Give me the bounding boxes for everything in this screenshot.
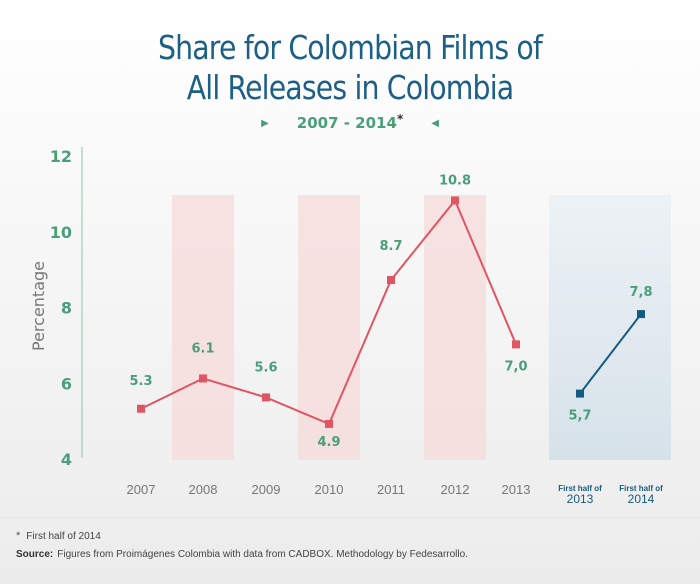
subtitle-years: 2007 - 2014 [296,114,397,132]
title-line-1: Share for Colombian Films of [157,28,543,67]
x-tick-label-2010: 2010 [315,482,344,497]
background-band-2008 [172,195,234,460]
background-band-2012 [424,195,486,460]
data-label-2007: 5.3 [129,374,152,389]
x-tick-label-2007: 2007 [127,482,156,497]
source-note: Source: Figures from Proimágenes Colombia… [16,549,468,560]
data-label-first-half-2014: 7,8 [629,285,652,300]
title-line-2: All Releases in Colombia [186,68,514,107]
y-tick-label-10: 10 [50,223,72,242]
y-tick-label-6: 6 [61,374,72,393]
x-tick-label-2008: 2008 [189,482,218,497]
point-marker-2007 [137,404,145,413]
data-label-2013: 7,0 [504,359,527,374]
data-label-2009: 5.6 [254,360,277,375]
footnote: * First half of 2014 [16,530,101,542]
point-marker-2012 [451,196,459,205]
x-tick-label-first-half-2013: 2013 [567,492,594,506]
source-text: Figures from Proimágenes Colombia with d… [57,549,468,560]
x-tick-label-2012: 2012 [441,482,470,497]
x-tick-prefix-first-half-2014: First half of [619,484,663,493]
point-marker-2011 [387,275,395,284]
y-tick-label-4: 4 [61,450,72,469]
point-marker-first-half-2013 [576,389,584,398]
footnote-text: First half of 2014 [26,531,101,542]
triangle-left-icon: ◀ [431,118,439,129]
chart-title: Share for Colombian Films of All Release… [49,28,651,108]
x-tick-label-first-half-2014: 2014 [628,492,655,506]
data-label-2008: 6.1 [191,341,214,356]
series-first-half-line [579,313,642,395]
background-band-first-half [549,195,671,460]
source-label: Source: [16,549,54,560]
point-marker-2010 [325,419,333,428]
point-marker-2008 [199,374,207,383]
data-label-2010: 4.9 [317,435,340,450]
point-marker-2013 [512,340,520,349]
footnote-asterisk: * [16,530,21,542]
x-tick-prefix-first-half-2013: First half of [558,484,602,493]
x-tick-label-2011: 2011 [377,482,405,497]
x-tick-label-2013: 2013 [502,482,531,497]
y-axis-title: Percentage [29,261,48,351]
subtitle: ▶ 2007 - 2014* ◀ [0,112,700,132]
point-marker-2009 [262,393,270,402]
subtitle-asterisk: * [396,112,404,126]
data-label-first-half-2013: 5,7 [568,409,591,424]
y-tick-label-12: 12 [50,147,72,166]
data-label-2012: 10.8 [439,173,471,188]
data-label-2011: 8.7 [379,239,402,254]
y-tick-label-8: 8 [61,299,72,318]
point-marker-first-half-2014 [637,310,645,319]
triangle-right-icon: ▶ [261,118,269,129]
x-tick-label-2009: 2009 [252,482,281,497]
